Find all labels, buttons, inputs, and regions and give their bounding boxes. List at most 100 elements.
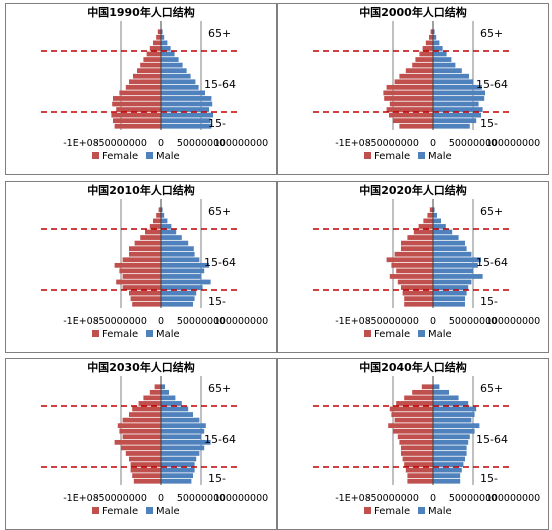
female-bar — [132, 406, 161, 412]
male-bar — [161, 389, 169, 395]
legend-label-male: Male — [428, 151, 452, 162]
female-bar — [384, 96, 433, 101]
male-bar — [433, 428, 475, 434]
chart-frame — [5, 181, 277, 353]
female-bar — [399, 123, 433, 129]
x-tick-label: -1E+08 — [63, 493, 99, 504]
legend-label-female: Female — [102, 506, 138, 517]
female-bar — [401, 451, 433, 456]
male-bar — [433, 467, 462, 473]
female-bar — [389, 101, 433, 107]
chart-legend: Female Male — [92, 506, 180, 517]
female-bar — [133, 478, 161, 484]
female-bar — [405, 68, 433, 74]
male-bar — [161, 257, 200, 263]
legend-swatch-male — [418, 330, 425, 337]
female-bar — [401, 246, 433, 252]
chart-title: 中国1990年人口结构 — [87, 5, 195, 19]
chart-title: 中国2040年人口结构 — [359, 360, 467, 374]
female-bar — [399, 439, 433, 445]
x-tick-label: -1E+08 — [335, 493, 371, 504]
female-bar — [116, 107, 161, 112]
male-bar — [433, 456, 465, 462]
male-bar — [161, 417, 200, 423]
male-bar — [161, 90, 205, 96]
chart-legend: Female Male — [364, 506, 452, 517]
female-bar — [423, 218, 433, 224]
male-bar — [433, 34, 437, 40]
male-bar — [161, 101, 213, 107]
legend-label-female: Female — [102, 151, 138, 162]
band-label-65plus: 65+ — [208, 205, 231, 218]
band-label-15-64: 15-64 — [204, 433, 236, 446]
female-bar — [401, 445, 433, 451]
female-bar — [143, 57, 161, 62]
female-bar — [130, 467, 161, 473]
male-bar — [433, 212, 437, 218]
x-tick-label: 50000000 — [449, 316, 497, 327]
male-bar — [433, 224, 446, 229]
male-bar — [433, 279, 472, 285]
male-bar — [433, 401, 469, 406]
female-bar — [114, 123, 161, 129]
female-bar — [149, 46, 161, 51]
x-tick-label: 0 — [158, 138, 164, 149]
female-bar — [117, 423, 161, 429]
male-bar — [433, 229, 453, 235]
male-bar — [433, 262, 478, 268]
male-bar — [161, 57, 179, 62]
male-bar — [433, 90, 485, 96]
x-tick-label: -50000000 — [367, 138, 419, 149]
x-tick-label: -50000000 — [95, 138, 147, 149]
male-bar — [433, 84, 482, 90]
male-bar — [161, 29, 163, 35]
male-bar — [433, 79, 473, 85]
title-suffix: 年人口结构 — [140, 5, 195, 19]
female-bar — [389, 112, 433, 118]
female-bar — [129, 246, 161, 252]
male-bar — [161, 467, 195, 473]
band-label-65plus: 65+ — [208, 27, 231, 40]
female-bar — [425, 40, 433, 46]
female-bar — [122, 285, 161, 290]
male-bar — [161, 274, 201, 279]
title-suffix: 年人口结构 — [412, 360, 467, 374]
chart-title: 中国2030年人口结构 — [87, 360, 195, 374]
legend-label-male: Male — [156, 506, 180, 517]
female-bar — [399, 73, 433, 79]
male-bar — [433, 251, 472, 257]
female-bar — [386, 107, 433, 112]
legend-swatch-male — [146, 507, 153, 514]
male-bar — [161, 218, 168, 224]
male-bar — [433, 46, 443, 51]
male-bar — [433, 235, 459, 240]
female-bar — [116, 279, 161, 285]
male-bar — [161, 434, 201, 440]
x-tick-label: 100000000 — [486, 493, 540, 504]
male-bar — [433, 478, 461, 484]
title-suffix: 年人口结构 — [412, 5, 467, 19]
female-bar — [407, 473, 433, 479]
x-tick-label: -1E+08 — [335, 138, 371, 149]
chart-legend: Female Male — [92, 329, 180, 340]
female-bar — [404, 462, 433, 467]
female-bar — [121, 445, 161, 451]
female-bar — [394, 79, 433, 85]
female-bar — [122, 417, 161, 423]
female-bar — [113, 96, 161, 101]
female-bar — [113, 118, 161, 124]
title-year: 2040 — [381, 361, 412, 374]
title-prefix: 中国 — [359, 360, 381, 374]
female-bar — [114, 439, 161, 445]
male-bar — [161, 73, 191, 79]
male-bar — [161, 251, 195, 257]
male-bar — [161, 34, 165, 40]
female-bar — [114, 262, 161, 268]
legend-label-male: Male — [156, 329, 180, 340]
female-bar — [130, 462, 161, 467]
female-bar — [137, 68, 161, 74]
male-bar — [161, 229, 177, 235]
male-bar — [433, 240, 465, 246]
chart-legend: Female Male — [364, 151, 452, 162]
x-tick-label: -1E+08 — [335, 316, 371, 327]
